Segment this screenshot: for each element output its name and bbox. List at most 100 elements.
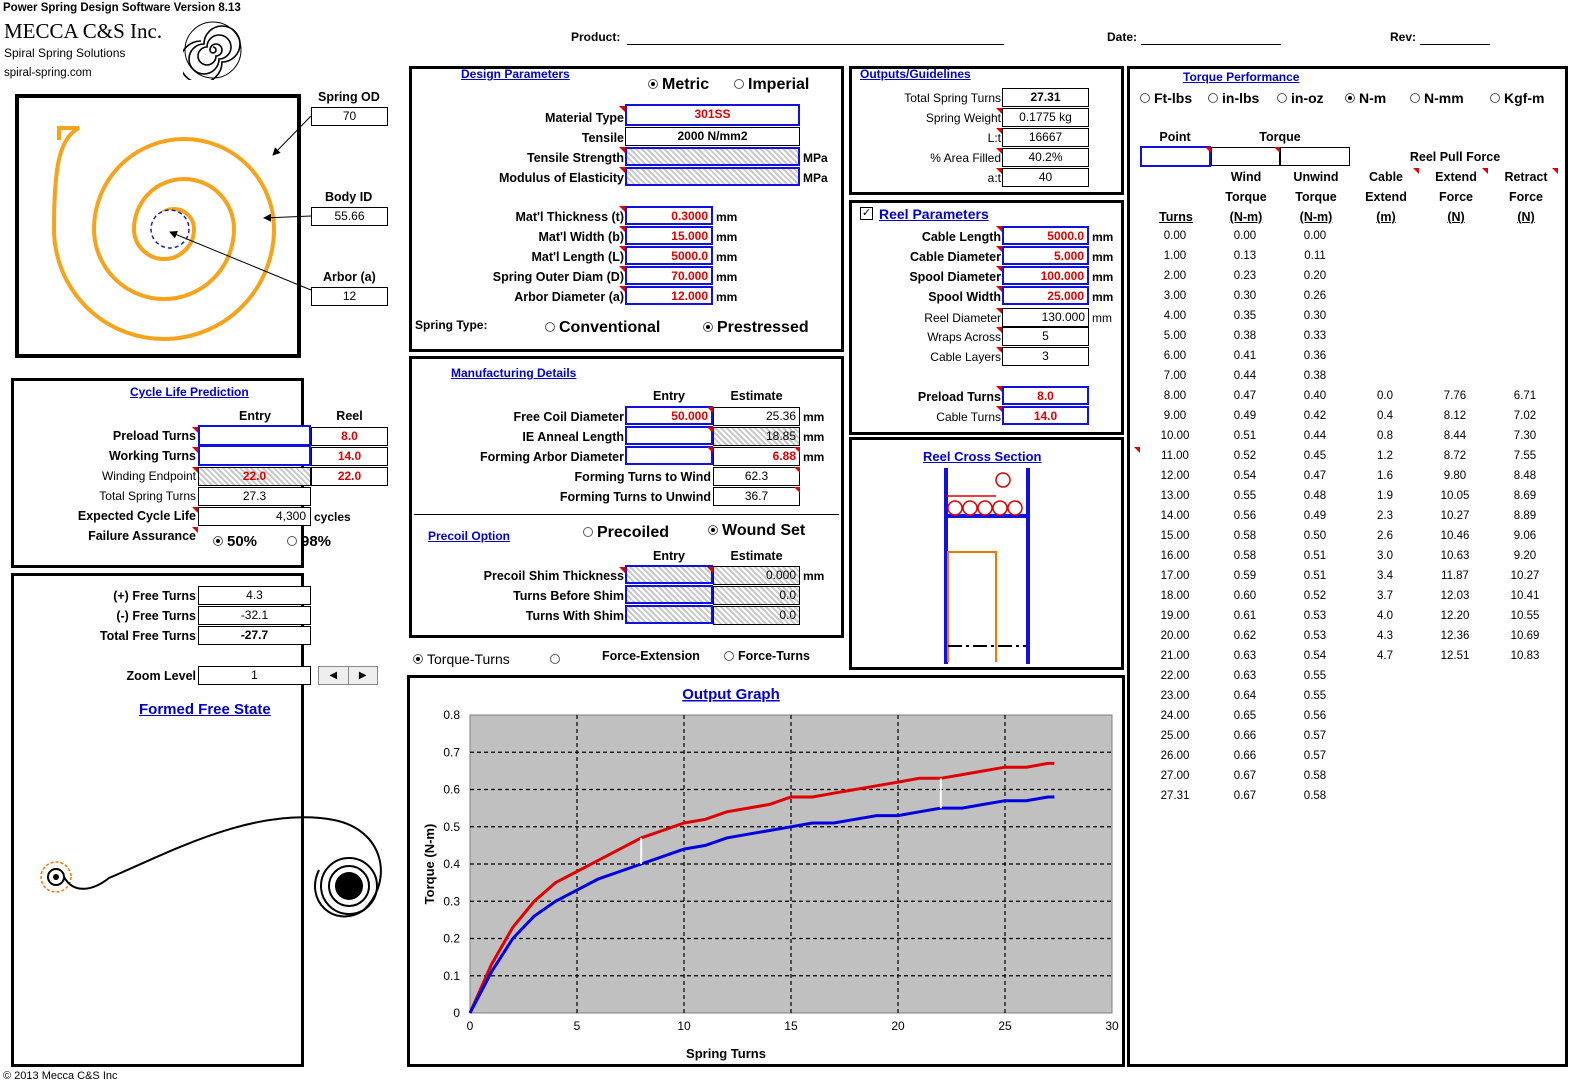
tp-cell-r0-c0: 0.00 (1163, 230, 1187, 242)
force-turns-radio[interactable]: Force-Turns (724, 649, 810, 663)
torque-perf-title[interactable]: Torque Performance (1183, 70, 1300, 84)
tp-cell-r2-c1: 0.23 (1233, 270, 1257, 282)
zoom-scrollbar[interactable]: ◀ ▶ (318, 666, 378, 685)
torque-turns-radio[interactable]: Torque-Turns (413, 651, 510, 667)
y-tick-label: 0.5 (443, 820, 460, 834)
failure-98-radio[interactable]: 98% (287, 533, 331, 550)
metric-radio[interactable]: Metric (648, 76, 709, 94)
manufacturing-title[interactable]: Manufacturing Details (451, 366, 577, 380)
width-value[interactable]: 15.000 (625, 226, 713, 245)
tp-cell-r13-c0: 13.00 (1160, 490, 1190, 502)
mm-unit: mm (1092, 250, 1114, 264)
tp-header-1-0: Wind (1230, 170, 1262, 184)
torque-performance-panel (1127, 66, 1568, 1067)
spool-diameter-value[interactable]: 100.000 (1002, 266, 1089, 285)
reel-params-title[interactable]: Reel Parameters (879, 206, 989, 222)
radio-on-icon (648, 78, 658, 89)
zoom-level-value[interactable]: 1 (198, 666, 311, 685)
shim-thickness-entry[interactable] (625, 565, 713, 584)
tp-cell-r20-c2: 0.53 (1303, 630, 1327, 642)
turns-before-shim-entry[interactable] (625, 585, 713, 604)
tp-cell-r21-c2: 0.54 (1303, 650, 1327, 662)
reel-cross-section-title[interactable]: Reel Cross Section (923, 449, 1042, 464)
material-type-value[interactable]: 301SS (625, 104, 800, 126)
reel-preload-value[interactable]: 8.0 (1002, 386, 1089, 405)
tp-cell-r19-c1: 0.61 (1233, 610, 1257, 622)
anneal-length-estimate: 18.85 (713, 427, 800, 446)
tensile-value[interactable]: 2000 N/mm2 (625, 127, 800, 146)
conventional-radio[interactable]: Conventional (545, 319, 660, 337)
wound-set-radio[interactable]: Wound Set (708, 522, 805, 540)
working-turns-entry[interactable] (198, 445, 311, 466)
force-extension-radio[interactable] (550, 651, 564, 666)
tp-cell-r22-c2: 0.55 (1303, 670, 1327, 682)
unit-radio-ft-lbs[interactable]: Ft-lbs (1140, 90, 1192, 106)
tp-cell-r4-c2: 0.30 (1303, 310, 1327, 322)
unit-radio-in-oz[interactable]: in-oz (1277, 90, 1324, 106)
cycle-life-title[interactable]: Cycle Life Prediction (130, 385, 249, 399)
scroll-right-icon[interactable]: ▶ (358, 670, 367, 681)
turns-with-shim-entry[interactable] (625, 605, 713, 624)
unit-radio-in-lbs[interactable]: in-lbs (1208, 90, 1259, 106)
winding-endpoint-entry[interactable]: 22.0 (198, 467, 311, 486)
spool-width-value[interactable]: 25.000 (1002, 286, 1089, 305)
tp-cell-r16-c0: 16.00 (1160, 550, 1190, 562)
imperial-radio[interactable]: Imperial (734, 76, 809, 94)
turns-before-shim-label: Turns Before Shim (513, 589, 624, 603)
precoiled-radio[interactable]: Precoiled (583, 524, 669, 542)
total-spring-turns-label: Total Spring Turns (99, 489, 196, 503)
cable-diameter-value[interactable]: 5.000 (1002, 246, 1089, 265)
date-field[interactable] (1141, 44, 1281, 45)
reel-cross-section-panel (849, 437, 1124, 670)
free-coil-entry[interactable]: 50.000 (625, 406, 713, 425)
tp-cell-r10-c4: 8.44 (1443, 430, 1467, 442)
unit-radio-n-mm[interactable]: N-mm (1410, 90, 1464, 106)
tp-cell-r8-c3: 0.0 (1377, 390, 1393, 402)
point-input[interactable] (1140, 146, 1211, 167)
mm-unit: mm (803, 430, 825, 444)
tp-cell-r16-c5: 9.20 (1513, 550, 1537, 562)
formed-free-state-title[interactable]: Formed Free State (139, 701, 271, 718)
chart-title: Output Graph (682, 686, 780, 703)
radio-off-icon (1490, 93, 1500, 104)
torque-performance-table: Turns Wind Torque (N-m) Unwind Torque (N-m) Cab… (1145, 170, 1565, 820)
forming-arbor-entry[interactable] (625, 446, 713, 465)
product-field[interactable] (627, 44, 1004, 45)
arbor-diam-label: Arbor Diameter (a) (514, 290, 624, 304)
length-value[interactable]: 5000.0 (625, 246, 713, 265)
forming-turns-wind-value: 62.3 (713, 467, 800, 486)
minus-free-turns-label: (-) Free Turns (116, 609, 196, 623)
arbor-diam-value[interactable]: 12.000 (625, 286, 713, 305)
tp-cell-r13-c2: 0.48 (1303, 490, 1327, 502)
prestressed-radio[interactable]: Prestressed (703, 319, 809, 337)
preload-turns-entry[interactable] (198, 425, 311, 446)
modulus-value[interactable] (625, 167, 800, 186)
design-params-title[interactable]: Design Parameters (461, 67, 570, 81)
app-title: Power Spring Design Software Version 8.1… (3, 2, 241, 14)
force-extension-label: Force-Extension (602, 649, 700, 663)
precoil-title[interactable]: Precoil Option (428, 529, 511, 543)
cable-length-value[interactable]: 5000.0 (1002, 226, 1089, 245)
anneal-length-entry[interactable] (625, 426, 713, 445)
tp-cell-r18-c2: 0.52 (1303, 590, 1327, 602)
reel-params-checkbox[interactable]: ✓ (860, 207, 873, 220)
winding-endpoint-label: Winding Endpoint (101, 469, 196, 483)
plus-free-turns-value: 4.3 (198, 586, 311, 605)
point-header: Point (1159, 130, 1191, 144)
minus-free-turns-value: -32.1 (198, 606, 311, 625)
failure-50-radio[interactable]: 50% (213, 533, 257, 550)
outputs-title[interactable]: Outputs/Guidelines (860, 67, 971, 81)
tp-cell-r14-c2: 0.49 (1303, 510, 1327, 522)
tensile-strength-value[interactable] (625, 147, 800, 166)
tp-header-2-2: (N-m) (1299, 210, 1333, 224)
tp-cell-r15-c0: 15.00 (1160, 530, 1190, 542)
precoil-entry-header: Entry (653, 549, 685, 563)
rev-field[interactable] (1420, 44, 1490, 45)
thickness-value[interactable]: 0.3000 (625, 206, 713, 225)
unit-radio-kgf-m[interactable]: Kgf-m (1490, 90, 1544, 106)
scroll-left-icon[interactable]: ◀ (319, 667, 349, 684)
tp-cell-r12-c2: 0.47 (1303, 470, 1327, 482)
outer-diam-value[interactable]: 70.000 (625, 266, 713, 285)
tp-cell-r27-c0: 27.00 (1160, 770, 1190, 782)
unit-radio-n-m[interactable]: N-m (1345, 90, 1386, 106)
